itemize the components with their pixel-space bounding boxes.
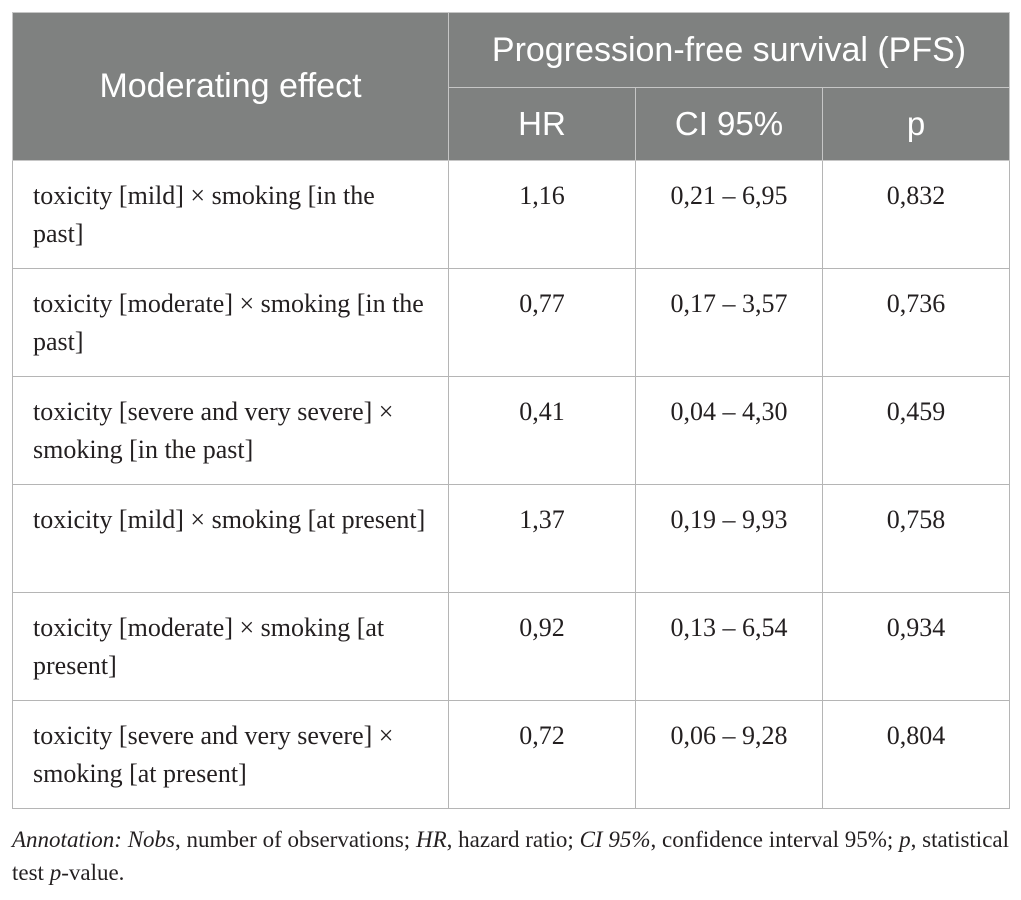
- table-row: toxicity [moderate] × smoking [in the pa…: [12, 268, 1011, 377]
- header-row-top: Moderating effect Progression-free survi…: [12, 12, 1011, 161]
- header-row-sub: HR CI 95% p: [13, 87, 1011, 161]
- row-ci: 0,19 – 9,93: [635, 484, 823, 593]
- annotation-ci-term: CI 95%: [579, 827, 651, 852]
- header-moderating-effect: Moderating effect: [12, 12, 449, 161]
- header-p: p: [821, 87, 1011, 161]
- row-label: toxicity [severe and very severe] × smok…: [12, 376, 449, 485]
- row-ci: 0,13 – 6,54: [635, 592, 823, 701]
- annotation-prefix: Annotation:: [12, 827, 122, 852]
- header-ci: CI 95%: [635, 87, 823, 161]
- moderating-effect-table: Moderating effect Progression-free survi…: [12, 12, 1011, 809]
- row-label: toxicity [mild] × smoking [in the past]: [12, 160, 449, 269]
- row-hr: 0,77: [448, 268, 636, 377]
- row-p: 0,804: [821, 700, 1011, 809]
- row-hr: 1,16: [448, 160, 636, 269]
- row-p: 0,758: [821, 484, 1011, 593]
- row-ci: 0,04 – 4,30: [635, 376, 823, 485]
- header-pfs-group: Progression-free survival (PFS): [447, 12, 1011, 88]
- row-label: toxicity [mild] × smoking [at present]: [12, 484, 449, 593]
- row-p: 0,934: [821, 592, 1011, 701]
- row-p: 0,832: [821, 160, 1011, 269]
- table-row: toxicity [moderate] × smoking [at presen…: [12, 592, 1011, 701]
- annotation-p-def-2: -value.: [61, 860, 125, 885]
- row-label: toxicity [severe and very severe] × smok…: [12, 700, 449, 809]
- annotation-p-term-2: p: [49, 860, 62, 885]
- row-p: 0,736: [821, 268, 1011, 377]
- row-label: toxicity [moderate] × smoking [at presen…: [12, 592, 449, 701]
- annotation-p-def: , statistical test: [12, 827, 1009, 885]
- row-hr: 0,72: [448, 700, 636, 809]
- header-hr: HR: [448, 87, 636, 161]
- annotation-nobs-def: , number of observations;: [174, 827, 416, 852]
- table-row: toxicity [severe and very severe] × smok…: [12, 376, 1011, 485]
- table-row: toxicity [mild] × smoking [in the past] …: [12, 160, 1011, 269]
- row-label: toxicity [moderate] × smoking [in the pa…: [12, 268, 449, 377]
- row-hr: 0,41: [448, 376, 636, 485]
- table-row: toxicity [mild] × smoking [at present] 1…: [12, 484, 1011, 593]
- row-hr: 0,92: [448, 592, 636, 701]
- table-annotation: Annotation: Nobs, number of observations…: [12, 823, 1009, 889]
- row-hr: 1,37: [448, 484, 636, 593]
- row-ci: 0,06 – 9,28: [635, 700, 823, 809]
- annotation-hr-term: HR: [415, 827, 447, 852]
- annotation-p-term: p: [899, 827, 911, 852]
- row-ci: 0,17 – 3,57: [635, 268, 823, 377]
- row-ci: 0,21 – 6,95: [635, 160, 823, 269]
- row-p: 0,459: [821, 376, 1011, 485]
- annotation-nobs-term: Nobs: [127, 827, 175, 852]
- annotation-ci-def: , confidence interval 95%;: [650, 827, 900, 852]
- table-row: toxicity [severe and very severe] × smok…: [12, 700, 1011, 809]
- annotation-hr-def: , hazard ratio;: [446, 827, 580, 852]
